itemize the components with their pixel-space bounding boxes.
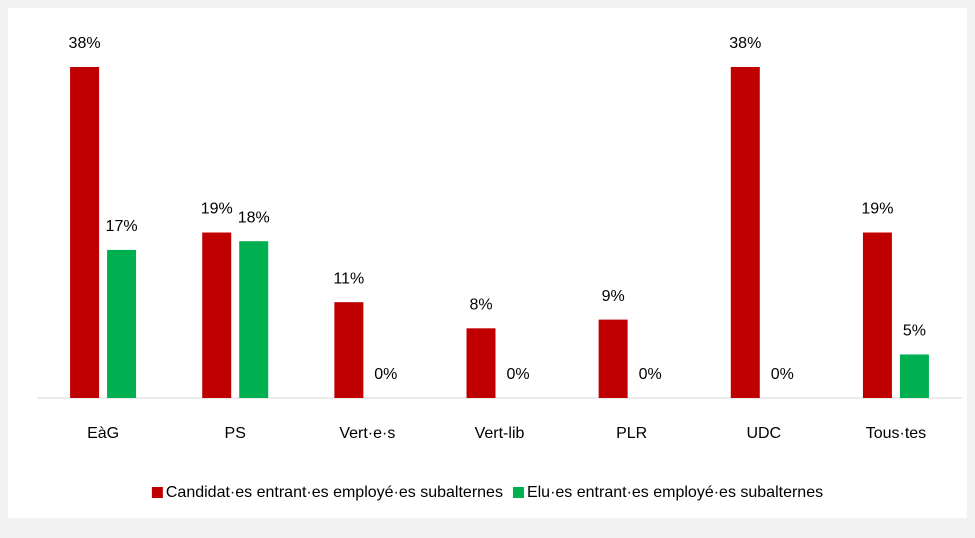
legend-label: Elu·es entrant·es employé·es subalternes (527, 484, 823, 501)
bar (202, 232, 232, 398)
x-tick-label: Vert-lib (475, 425, 525, 442)
data-label: 9% (602, 288, 625, 305)
data-label: 5% (903, 323, 926, 340)
data-label: 38% (729, 35, 761, 52)
x-tick-label: PLR (616, 425, 647, 442)
data-label: 19% (201, 201, 233, 218)
bar (239, 241, 269, 398)
bar (730, 67, 760, 398)
data-label: 8% (469, 297, 492, 314)
legend-swatch (512, 487, 524, 498)
data-label: 17% (106, 218, 138, 235)
x-tick-label: EàG (87, 425, 119, 442)
data-label: 38% (69, 35, 101, 52)
data-label: 18% (238, 209, 270, 226)
data-label: 19% (861, 201, 893, 218)
bar (862, 232, 892, 398)
chart-background (8, 8, 967, 518)
bar (70, 67, 100, 398)
data-label: 0% (771, 366, 794, 383)
data-label: 0% (374, 366, 397, 383)
data-label: 0% (506, 366, 529, 383)
bar (899, 354, 929, 398)
bar (598, 319, 628, 398)
bar (334, 302, 364, 398)
x-tick-label: PS (225, 425, 246, 442)
legend-label: Candidat·es entrant·es employé·es subalt… (166, 484, 503, 501)
bar (466, 328, 496, 398)
bar (107, 249, 137, 398)
x-tick-label: Vert·e·s (339, 425, 395, 442)
legend-swatch (151, 487, 163, 498)
data-label: 0% (639, 366, 662, 383)
x-tick-label: UDC (746, 425, 781, 442)
x-tick-label: Tous·tes (866, 425, 926, 442)
data-label: 11% (333, 270, 364, 287)
